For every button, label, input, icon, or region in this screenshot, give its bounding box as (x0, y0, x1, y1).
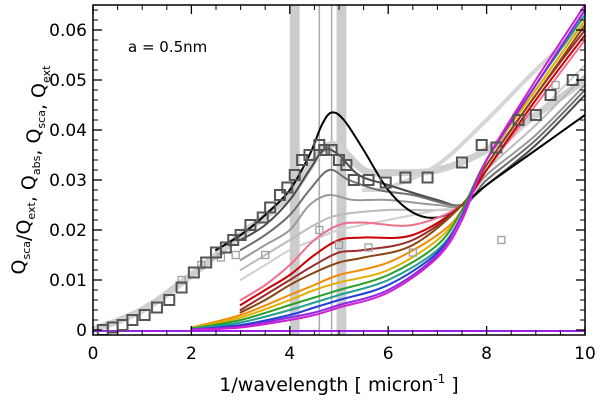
marker-large-31 (421, 171, 434, 184)
series-line-pink (239, 39, 585, 301)
marker-small-10 (551, 80, 560, 90)
marker-large-36 (529, 109, 542, 121)
y-axis-title: Qsca/Qext, Qabs, Qsca, Qext (8, 65, 53, 275)
y-tick-label: 0.05 (49, 71, 87, 91)
series-line-red (239, 34, 585, 306)
series-line-gray-3 (239, 84, 585, 261)
marker-small-7 (364, 243, 373, 252)
marker-large-18 (281, 181, 294, 194)
marker-large-16 (264, 201, 277, 214)
marker-small-8 (408, 248, 417, 257)
marker-large-7 (175, 281, 188, 294)
marker-large-37 (544, 89, 557, 101)
y-tick-label: 0.02 (49, 221, 87, 241)
marker-large-17 (273, 189, 286, 201)
marker-large-30 (399, 171, 412, 184)
x-axis-title: 1/wavelength [ micron-1 ] (219, 372, 458, 396)
marker-large-14 (244, 219, 257, 231)
x-tick-label: 0 (88, 344, 99, 364)
marker-large-32 (456, 156, 468, 169)
marker-large-21 (303, 149, 316, 161)
y-tick-label: 0.06 (49, 21, 87, 41)
marker-large-8 (187, 266, 200, 279)
y-tick-label: 0.04 (49, 121, 87, 141)
marker-large-28 (362, 174, 375, 186)
marker-large-33 (475, 139, 488, 151)
marker-large-24 (325, 144, 338, 156)
x-tick-label: 2 (186, 344, 197, 364)
marker-large-13 (234, 229, 247, 241)
y-tick-label: 0.01 (49, 271, 87, 291)
x-tick-label: 10 (574, 344, 596, 364)
y-tick-label: 0.03 (49, 171, 87, 191)
marker-large-4 (138, 309, 151, 321)
x-tick-label: 8 (481, 344, 492, 364)
x-tick-label: 6 (383, 344, 394, 364)
marker-small-6 (334, 240, 344, 250)
marker-small-5 (315, 225, 324, 235)
markers-group (96, 74, 579, 335)
marker-large-35 (512, 114, 525, 126)
marker-large-9 (200, 256, 213, 269)
marker-small-3 (231, 250, 240, 260)
marker-small-9 (497, 235, 506, 245)
y-tick-label: 0 (76, 321, 87, 341)
annotation: a = 0.5nm (128, 38, 207, 56)
marker-large-6 (163, 294, 176, 306)
series-line-gray-4 (239, 74, 585, 271)
marker-large-3 (126, 314, 139, 326)
marker-large-26 (340, 159, 353, 171)
marker-small-4 (261, 250, 270, 260)
marker-large-15 (256, 211, 269, 224)
marker-large-19 (288, 169, 301, 181)
ticks-group: 0 2 4 6 8 10 0 0.01 0.02 0.03 0.04 0.05 0.06 (49, 5, 596, 364)
series-line-brown (239, 24, 585, 314)
marker-large-5 (150, 301, 163, 314)
marker-large-11 (219, 241, 232, 254)
x-tick-label: 4 (284, 344, 295, 364)
series-line-black (215, 111, 585, 251)
marker-large-27 (347, 174, 360, 186)
marker-large-29 (379, 176, 392, 189)
series-line-magenta (190, 5, 585, 331)
marker-large-23 (318, 144, 331, 156)
marker-large-34 (490, 141, 503, 154)
